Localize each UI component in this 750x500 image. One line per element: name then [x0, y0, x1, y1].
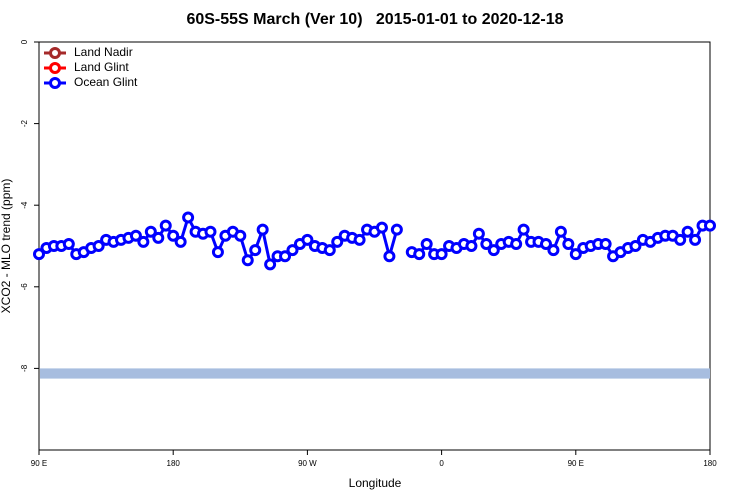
data-point — [129, 229, 142, 242]
chart-title: 60S-55S March (Ver 10) 2015-01-01 to 202… — [186, 11, 563, 28]
coverage-band — [40, 368, 710, 379]
x-tick-label: 180 — [703, 459, 717, 468]
data-point — [211, 246, 224, 259]
data-point — [264, 258, 277, 271]
data-point — [241, 254, 254, 267]
data-point — [629, 240, 642, 252]
data-point — [92, 240, 105, 252]
data-point — [472, 227, 485, 240]
data-point — [390, 223, 403, 236]
legend-label: Ocean Glint — [74, 75, 138, 89]
data-point — [174, 235, 187, 248]
legend-label: Land Nadir — [74, 45, 133, 59]
legend-marker — [49, 47, 61, 59]
data-point — [256, 223, 269, 236]
y-tick-label: -2 — [20, 119, 29, 127]
data-point — [480, 237, 493, 250]
x-axis-label: Longitude — [349, 476, 402, 490]
data-point — [674, 233, 687, 246]
data-point — [167, 229, 180, 242]
data-point — [331, 235, 344, 248]
data-point — [689, 233, 702, 246]
data-point — [234, 229, 247, 242]
data-point — [547, 244, 560, 257]
y-tick-label: 0 — [20, 39, 29, 44]
data-point — [137, 235, 150, 248]
data-point — [383, 250, 396, 263]
y-axis-label: XCO2 - MLO trend (ppm) — [0, 179, 13, 314]
data-point — [465, 240, 478, 252]
data-point — [539, 237, 552, 250]
data-point — [435, 248, 448, 261]
data-point — [152, 231, 165, 244]
data-point — [681, 225, 694, 238]
x-tick-label: 180 — [167, 459, 181, 468]
y-tick-label: -6 — [20, 283, 29, 291]
data-point — [554, 225, 567, 238]
data-point — [62, 237, 75, 250]
x-tick-label: 90 E — [568, 459, 584, 468]
plot-frame — [38, 41, 711, 451]
legend-marker — [49, 77, 61, 89]
data-point — [353, 233, 366, 246]
data-point — [323, 244, 336, 257]
data-point — [704, 219, 716, 232]
data-point — [517, 223, 530, 236]
x-tick-label: 90 W — [298, 459, 317, 468]
x-tick-label: 0 — [439, 459, 444, 468]
data-point — [487, 244, 500, 257]
y-tick-label: -8 — [20, 364, 29, 372]
data-point — [420, 237, 433, 250]
data-point — [286, 244, 299, 257]
legend-label: Land Glint — [74, 60, 129, 74]
data-point — [159, 219, 172, 232]
data-point — [375, 221, 388, 234]
data-point — [413, 248, 426, 261]
data-point — [33, 248, 45, 261]
data-point — [510, 237, 523, 250]
data-point — [182, 211, 195, 224]
x-tick-label: 90 E — [31, 459, 47, 468]
data-point — [562, 237, 575, 250]
data-point — [279, 250, 292, 263]
data-point — [144, 225, 157, 238]
y-tick-label: -4 — [20, 201, 29, 209]
data-point — [204, 225, 217, 238]
data-point — [599, 237, 612, 250]
data-point — [301, 233, 314, 246]
data-point — [569, 248, 582, 261]
data-point — [249, 244, 262, 257]
legend-marker — [49, 62, 61, 74]
